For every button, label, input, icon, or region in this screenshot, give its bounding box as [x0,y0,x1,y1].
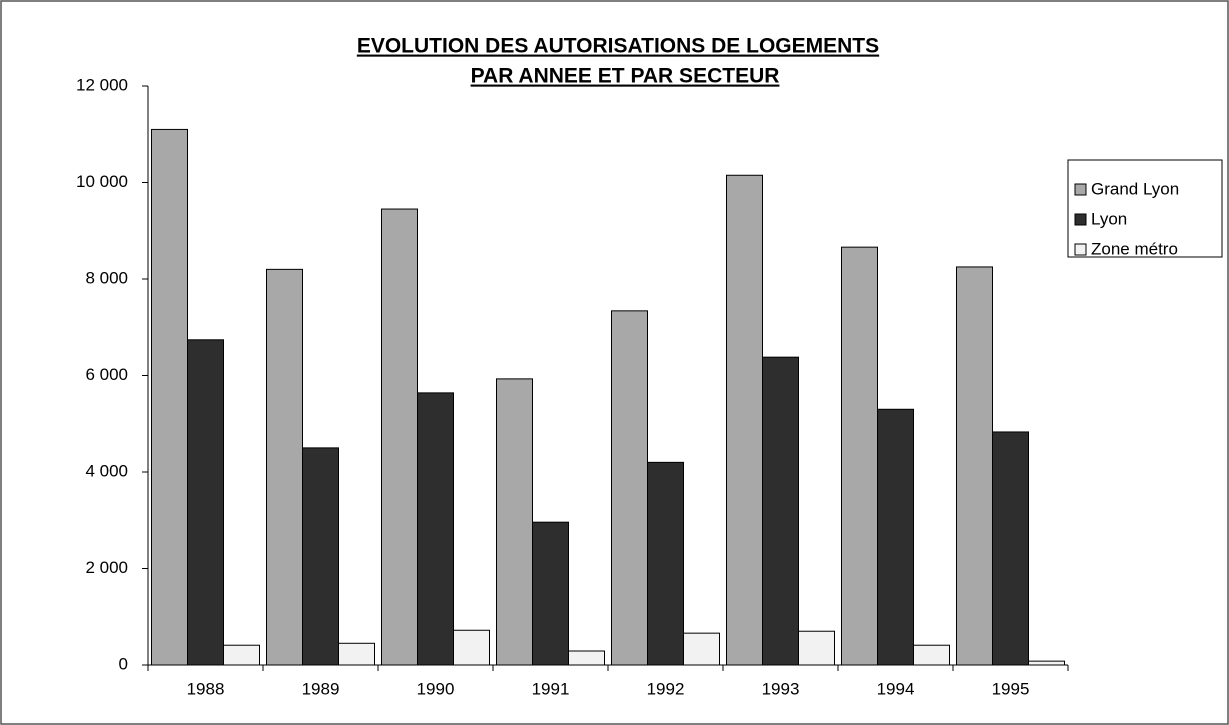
bar [338,642,375,666]
legend-swatch [1074,183,1087,196]
x-tick-label: 1990 [417,679,455,698]
bar [683,632,720,666]
x-tick-label: 1991 [532,679,570,698]
y-tick-label: 8 000 [85,268,128,287]
bar [223,644,260,666]
bar [568,650,605,666]
x-tick-label: 1993 [762,679,800,698]
x-tick-label: 1995 [992,679,1030,698]
x-tick-label: 1992 [647,679,685,698]
legend-label: Lyon [1091,209,1127,228]
legend-label: Zone métro [1091,239,1178,258]
bar [798,630,835,666]
bar [762,356,799,666]
legend-swatch [1074,213,1087,226]
bar [453,629,490,666]
bar [266,268,303,666]
bar [913,644,950,666]
y-tick-label: 6 000 [85,365,128,384]
bar [956,266,993,666]
bar [1028,660,1065,666]
x-tick-label: 1994 [877,679,915,698]
x-tick-label: 1988 [187,679,225,698]
bar [496,378,533,666]
y-tick-label: 12 000 [76,75,128,94]
y-tick-label: 10 000 [76,172,128,191]
bar [992,431,1029,666]
bar [151,128,188,666]
bar [532,521,569,666]
legend-box [1067,159,1223,258]
bar [381,208,418,666]
y-tick-label: 0 [119,654,128,673]
bar [877,408,914,666]
bar [726,174,763,666]
bar [302,447,339,666]
bar [187,339,224,666]
chart-title: PAR ANNEE ET PAR SECTEUR [471,65,780,88]
bar [611,310,648,666]
y-tick-label: 2 000 [85,558,128,577]
y-tick-label: 4 000 [85,461,128,480]
bar [841,246,878,666]
chart-title: EVOLUTION DES AUTORISATIONS DE LOGEMENTS [357,35,879,58]
x-tick-label: 1989 [302,679,340,698]
bar [417,392,454,666]
bar [647,461,684,666]
legend-swatch [1074,243,1087,256]
legend-label: Grand Lyon [1091,179,1179,198]
